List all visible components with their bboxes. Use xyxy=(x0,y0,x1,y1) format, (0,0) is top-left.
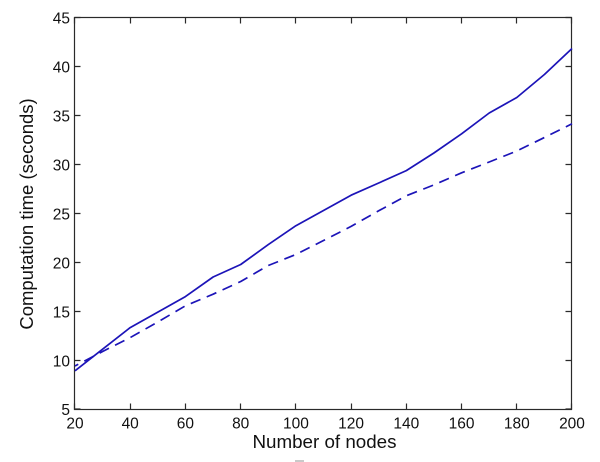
svg-text:10: 10 xyxy=(53,353,71,370)
svg-text:100: 100 xyxy=(283,416,309,433)
svg-text:120: 120 xyxy=(338,416,364,433)
svg-text:40: 40 xyxy=(53,59,71,76)
svg-text:200: 200 xyxy=(559,416,585,433)
svg-text:Number of nodes: Number of nodes xyxy=(252,431,396,452)
svg-text:25: 25 xyxy=(53,206,70,223)
svg-text:40: 40 xyxy=(122,416,140,433)
svg-text:160: 160 xyxy=(449,416,475,433)
svg-text:5: 5 xyxy=(61,402,70,419)
svg-text:80: 80 xyxy=(232,416,250,433)
svg-text:Computation time (seconds): Computation time (seconds) xyxy=(16,98,37,329)
svg-text:180: 180 xyxy=(504,416,530,433)
svg-text:30: 30 xyxy=(53,157,71,174)
svg-text:20: 20 xyxy=(66,416,84,433)
svg-text:20: 20 xyxy=(53,255,71,272)
svg-text:35: 35 xyxy=(53,108,70,125)
svg-text:140: 140 xyxy=(393,416,419,433)
svg-text:45: 45 xyxy=(53,10,70,27)
svg-text:60: 60 xyxy=(177,416,195,433)
svg-text:15: 15 xyxy=(53,304,70,321)
